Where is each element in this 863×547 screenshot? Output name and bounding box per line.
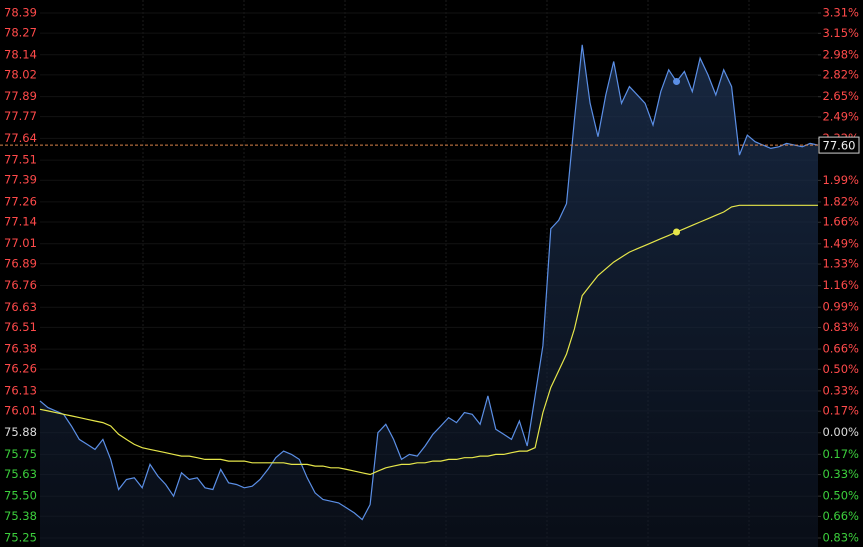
y2-tick-label: 2.65% [822,89,859,103]
y2-tick-label: 2.82% [822,68,859,82]
y-tick-label: 78.02 [4,67,37,81]
y2-tick-label: 0.99% [822,300,859,314]
price-line [39,44,819,521]
y2-tick-label: 1.33% [822,257,859,271]
y2-tick-label: 3.15% [822,26,859,40]
y-tick-label: 75.63 [4,467,37,481]
y-tick-label: 75.88 [4,425,37,439]
y-tick-label: 76.89 [4,256,37,270]
y-tick-label: 77.64 [4,131,37,145]
y2-tick-label: 1.82% [822,194,859,208]
y-tick-label: 76.76 [4,278,37,292]
y2-tick-label: 0.66% [822,342,859,356]
highlight-dot [673,228,681,236]
y-tick-label: 76.13 [4,383,37,397]
y-tick-label: 76.01 [4,403,37,417]
y2-tick-label: 0.33% [822,383,859,397]
y2-tick-label: 1.16% [822,278,859,292]
y-tick-label: 77.26 [4,194,37,208]
y2-tick-label: 0.83% [822,320,859,334]
y-tick-label: 77.89 [4,89,37,103]
y-tick-label: 75.38 [4,509,37,523]
y-tick-label: 77.39 [4,173,37,187]
y-tick-label: 77.01 [4,236,37,250]
y-tick-label: 75.50 [4,489,37,503]
y2-tick-label: 0.17% [822,404,859,418]
y2-tick-label: 1.66% [822,215,859,229]
y-tick-label: 77.14 [4,214,37,228]
y-tick-label: 76.63 [4,300,37,314]
y-tick-label: 77.51 [4,153,37,167]
last-price-label: 77.60 [823,139,856,153]
price-area [40,44,818,547]
highlight-dot [673,78,681,86]
y-tick-label: 76.38 [4,342,37,356]
y-tick-label: 76.26 [4,362,37,376]
y-tick-label: 77.77 [4,109,37,123]
y2-tick-label: 0.83% [822,531,859,545]
y2-tick-label: 1.99% [822,173,859,187]
y-tick-label: 76.51 [4,320,37,334]
y-tick-label: 78.39 [4,6,37,20]
y-tick-label: 78.14 [4,47,37,61]
y-tick-label: 75.25 [4,531,37,545]
y2-tick-label: 0.00% [822,425,859,439]
y2-tick-label: 0.33% [822,467,859,481]
y2-tick-label: 1.49% [822,236,859,250]
last-price-box [818,136,860,154]
y-tick-label: 78.27 [4,26,37,40]
y2-tick-label: 0.66% [822,509,859,523]
y2-tick-label: 3.31% [822,6,859,20]
y2-tick-label: 0.50% [822,362,859,376]
y2-tick-label: 2.98% [822,47,859,61]
y2-tick-label: 0.50% [822,489,859,503]
y-tick-label: 75.75 [4,447,37,461]
y2-tick-label: 2.49% [822,109,859,123]
average-line [39,204,818,476]
y2-tick-label: 0.17% [822,447,859,461]
